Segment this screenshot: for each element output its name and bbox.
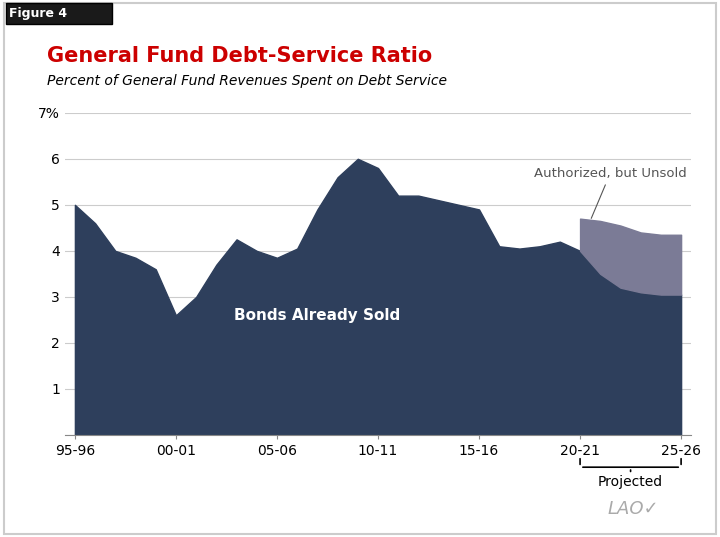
Text: General Fund Debt-Service Ratio: General Fund Debt-Service Ratio [47,46,432,66]
Text: Figure 4: Figure 4 [9,7,68,20]
Text: Percent of General Fund Revenues Spent on Debt Service: Percent of General Fund Revenues Spent o… [47,74,447,88]
Text: LAO✓: LAO✓ [608,500,660,518]
Text: Bonds Already Sold: Bonds Already Sold [234,308,400,323]
Text: Projected: Projected [598,475,663,489]
Text: Authorized, but Unsold: Authorized, but Unsold [534,166,687,219]
